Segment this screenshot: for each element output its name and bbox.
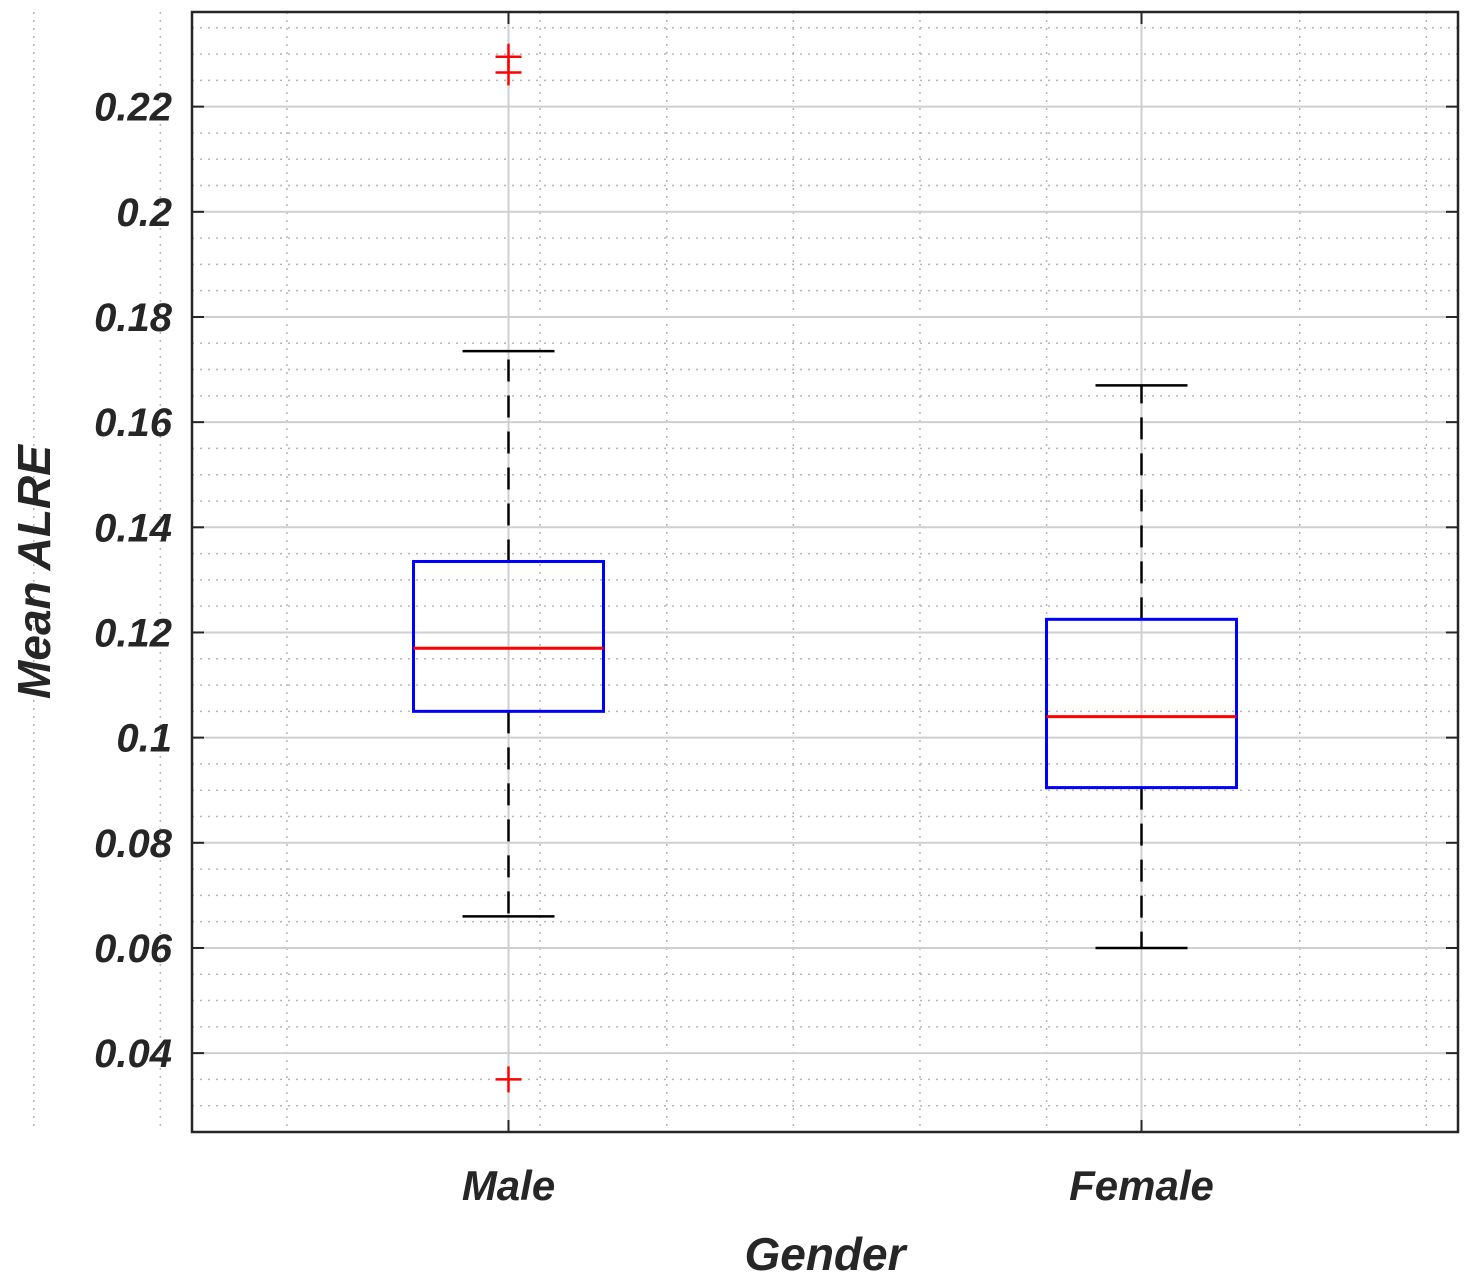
box-iqr [412, 559, 605, 713]
outlier-marker [495, 1066, 522, 1093]
y-tick-label: 0.1 [116, 717, 172, 761]
x-axis-ticks: Male Female [462, 12, 1214, 1209]
y-axis-title: Mean ALRE [8, 444, 60, 699]
y-tick-label: 0.04 [94, 1032, 172, 1076]
grid [33, 12, 1458, 1133]
y-tick-label: 0.22 [94, 86, 172, 130]
box-group-male [412, 43, 605, 1093]
x-tick-label: Male [462, 1162, 555, 1209]
y-tick-label: 0.2 [116, 191, 172, 235]
x-axis-title: Gender [744, 1228, 907, 1280]
box-iqr [1045, 617, 1238, 790]
y-tick-label: 0.14 [94, 506, 172, 550]
y-tick-label: 0.16 [94, 401, 173, 445]
outlier-marker [495, 59, 522, 86]
plot-area [412, 43, 1238, 1093]
y-axis-ticks: 0.04 0.06 0.08 0.1 0.12 0.14 0.16 0.18 0.2 0.22 [94, 86, 1458, 1076]
x-tick-label: Female [1069, 1162, 1214, 1209]
y-tick-label: 0.12 [94, 611, 172, 655]
y-tick-label: 0.06 [94, 927, 173, 971]
axes-frame [190, 10, 1460, 1134]
box-group-female [1045, 384, 1238, 950]
y-tick-label: 0.18 [94, 296, 173, 340]
y-tick-label: 0.08 [94, 822, 173, 866]
